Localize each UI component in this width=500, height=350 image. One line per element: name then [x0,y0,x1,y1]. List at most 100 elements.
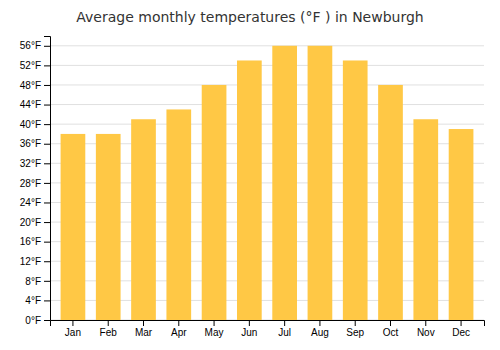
tick: 56°F [20,40,50,51]
tick-label: Jul [278,327,291,338]
tick-label: 36°F [20,138,41,149]
tick-mark [72,320,73,326]
tick: Sep [346,320,364,338]
bar [413,119,438,320]
tick: Mar [135,320,153,338]
tick-mark [319,320,320,326]
tick-label: 16°F [20,236,41,247]
x-axis: Jan Feb Mar Apr May Jun Jul Aug Sep Oct Nov Dec [51,320,485,338]
tick-mark [108,320,109,326]
grid-line [50,45,484,46]
bar [166,109,191,320]
tick-label: May [205,327,224,338]
tick: 12°F [20,256,50,267]
grid-line [50,84,484,85]
tick-mark [425,320,426,326]
tick-mark [44,124,50,125]
tick-mark [44,222,50,223]
tick-mark [214,320,215,326]
tick: 4°F [25,295,50,306]
axis-line [51,321,485,327]
tick-mark [44,65,50,66]
tick-mark [44,183,50,184]
chart: Average monthly temperatures (°F ) in Ne… [0,0,500,350]
tick-mark [44,320,50,321]
tick-mark [355,320,356,326]
tick: 52°F [20,60,50,71]
tick: Dec [452,320,470,338]
tick-mark [390,320,391,326]
tick-mark [44,105,50,106]
tick: Nov [417,320,435,338]
tick: 44°F [20,99,50,110]
tick-mark [249,320,250,326]
tick: 36°F [20,138,50,149]
tick-label: 52°F [20,60,41,71]
tick: 32°F [20,158,50,169]
title: Average monthly temperatures (°F ) in Ne… [76,9,423,25]
tick-mark [284,320,285,326]
plot: 0°F 4°F 8°F 12°F 16°F 20°F 24°F 28°F 32°F 36°F 40°… [20,37,485,339]
tick: 0°F [25,315,50,326]
tick: 48°F [20,80,50,91]
tick-label: Apr [171,327,187,338]
tick: 8°F [25,276,50,287]
bar [449,129,474,320]
tick: 40°F [20,119,50,130]
tick-mark [44,281,50,282]
tick-label: 20°F [20,217,41,228]
tick-mark [461,320,462,326]
tick-mark [44,46,50,47]
tick: May [205,320,224,338]
tick-label: 40°F [20,119,41,130]
tick-mark [44,144,50,145]
tick-label: Nov [417,327,435,338]
grid-line [50,65,484,66]
tick: 28°F [20,178,50,189]
tick-label: 12°F [20,256,41,267]
tick-label: Sep [346,327,364,338]
tick-mark [44,261,50,262]
tick: 16°F [20,236,50,247]
tick: Feb [100,320,118,338]
tick-mark [178,320,179,326]
bar [378,85,403,320]
bar [308,46,333,320]
bar [343,60,368,320]
tick-label: 28°F [20,178,41,189]
bar [96,134,121,320]
tick: Aug [311,320,329,338]
grid [50,46,484,320]
tick: Jul [278,320,291,338]
tick: 20°F [20,217,50,228]
tick: 24°F [20,197,50,208]
bar [202,85,227,320]
axis-line [44,37,51,321]
tick-label: Feb [100,327,118,338]
tick-mark [44,300,50,301]
tick: Jan [65,320,81,338]
tick-mark [44,242,50,243]
tick-label: Dec [452,327,470,338]
tick-label: 24°F [20,197,41,208]
bar [61,134,86,320]
tick-mark [44,202,50,203]
tick-label: 48°F [20,80,41,91]
tick: Apr [171,320,187,338]
tick: Jun [241,320,257,338]
tick-label: Jan [65,327,81,338]
tick-mark [44,163,50,164]
bar [131,119,156,320]
bar [237,60,262,320]
tick-mark [143,320,144,326]
tick-label: Jun [241,327,257,338]
tick-label: 0°F [25,315,41,326]
tick-mark [44,85,50,86]
tick-label: Mar [135,327,153,338]
tick: Oct [383,320,399,338]
bar [272,46,297,320]
grid-line [50,104,484,105]
bars [61,46,474,320]
tick-label: Oct [383,327,399,338]
y-axis: 0°F 4°F 8°F 12°F 16°F 20°F 24°F 28°F 32°F 36°F 40°… [20,37,51,326]
